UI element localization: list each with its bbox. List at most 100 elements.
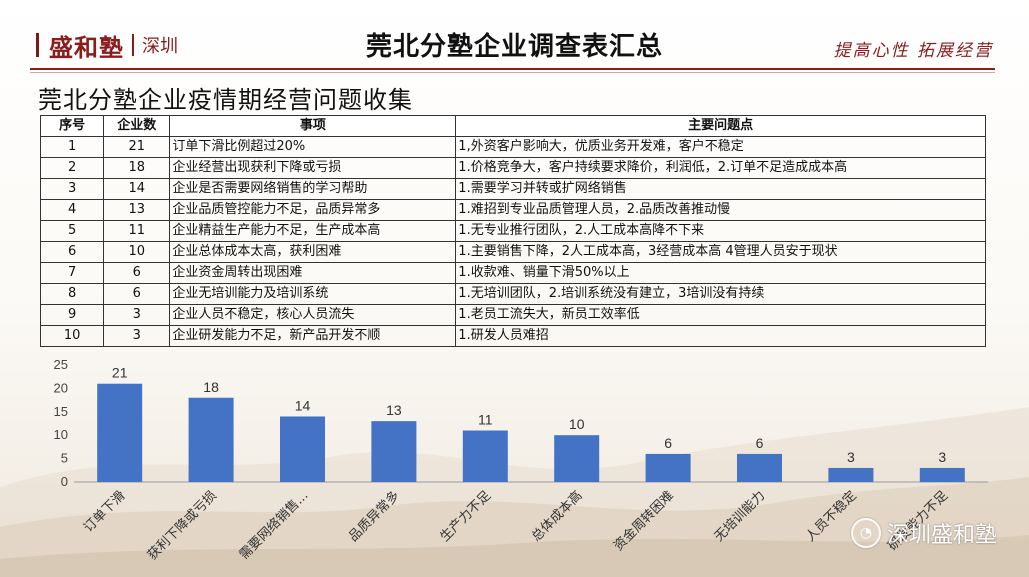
cell-item: 企业人员不稳定，核心人员流失 [169,304,457,326]
logo-city: 深圳 [142,36,178,57]
bar [554,435,600,482]
cell-issues: 1.收款难、销量下滑50%以上 [455,262,986,284]
table-row: 10 3 企业研发能力不足，新产品开发不顺 1.研发人员难招 [39,325,986,347]
table-row: 6 10 企业总体成本太高，获利困难 1.主要销售下降，2人工成本高，3经营成本高 4… [39,241,986,263]
wechat-icon: ◔ [850,518,881,548]
bar [280,416,325,482]
cell-index: 4 [39,199,105,221]
y-tick-label: 10 [54,427,68,442]
bar [371,421,417,482]
y-tick-label: 5 [61,451,68,466]
header-count: 企业数 [103,115,171,137]
y-tick-label: 15 [54,404,68,419]
slogan: 提高心性 拓展经营 [833,41,993,61]
cell-count: 21 [103,136,171,158]
y-tick-label: 0 [61,474,68,489]
cell-index: 1 [39,136,105,158]
table-row: 1 21 订单下滑比例超过20% 1,外资客户影响大，优质业务开发难，客户不稳定 [39,136,986,158]
bar [188,397,234,482]
bar [919,467,965,482]
bar [645,453,691,482]
header-index: 序号 [39,115,105,137]
table-row: 5 11 企业精益生产能力不足，生产成本高 1.无专业推行团队，2.人工成本高降不下来 [39,220,986,242]
category-label: 订单下滑 [81,488,128,535]
data-label: 21 [112,365,128,381]
table-row: 8 6 企业无培训能力及培训系统 1.无培训团队，2.培训系统没有建立，3培训没有持续 [39,283,986,305]
cell-count: 6 [103,283,171,305]
data-label: 3 [847,449,855,465]
cell-index: 5 [39,220,105,242]
cell-issues: 1.无专业推行团队，2.人工成本高降不下来 [455,220,986,242]
cell-item: 企业精益生产能力不足，生产成本高 [169,220,457,242]
table-row: 4 13 企业品质管控能力不足，品质异常多 1.难招到专业品质管理人员，2.品质改善推… [39,199,986,221]
data-label: 3 [938,449,946,465]
cell-count: 3 [103,304,171,326]
page-title: 莞北分塾企业调查表汇总 [365,32,663,62]
cell-issues: 1.价格竞争大，客户持续要求降价，利润低，2.订单不足造成成本高 [455,157,986,179]
data-label: 11 [478,412,493,428]
cell-item: 企业品质管控能力不足，品质异常多 [169,199,457,221]
y-tick-label: 20 [54,380,68,395]
bar [462,430,508,482]
cell-count: 6 [103,262,171,284]
cell-issues: 1.无培训团队，2.培训系统没有建立，3培训没有持续 [455,283,986,305]
table-header-row: 序号 企业数 事项 主要问题点 [39,115,986,137]
section-subtitle: 莞北分塾企业疫情期经营问题收集 [38,86,413,114]
cell-item: 企业是否需要网络销售的学习帮助 [169,178,457,200]
cell-item: 订单下滑比例超过20% [169,136,457,158]
header-issues: 主要问题点 [455,115,986,137]
cell-item: 企业研发能力不足，新产品开发不顺 [169,325,457,347]
data-label: 6 [756,435,764,451]
bar [97,383,143,482]
category-label: 获利下降或亏损 [145,488,220,563]
y-tick-label: 25 [54,357,68,372]
cell-index: 6 [39,241,105,263]
logo-bar [36,33,39,57]
data-label: 10 [569,416,585,432]
cell-issues: 1.难招到专业品质管理人员，2.品质改善推动慢 [455,199,986,221]
category-label: 总体成本高 [528,488,585,545]
cell-item: 企业无培训能力及培训系统 [169,283,457,305]
cell-item: 企业资金周转出现困难 [169,262,457,284]
cell-count: 11 [103,220,171,242]
watermark: ◔ 深圳盛和塾 [850,517,997,549]
cell-issues: 1,外资客户影响大，优质业务开发难，客户不稳定 [455,136,986,158]
category-label: 资金周转困难 [610,488,676,554]
header: 盛和塾 深圳 莞北分塾企业调查表汇总 提高心性 拓展经营 [0,0,1029,73]
bar [828,467,874,482]
category-label: 生产力不足 [438,488,495,545]
header-rule-thin [30,72,995,73]
cell-item: 企业经营出现获利下降或亏损 [169,157,457,179]
cell-count: 18 [103,157,171,179]
category-label: 无培训能力 [711,488,768,545]
header-rule [30,68,995,70]
data-label: 6 [664,435,672,451]
data-label: 13 [386,402,402,418]
table-row: 3 14 企业是否需要网络销售的学习帮助 1.需要学习并转或扩网络销售 [39,178,986,200]
bar-chart: 0 5 10 15 20 25 21 订单下滑 18 获利下降或亏损 14 需要网络销售... 13 品质… [54,357,988,563]
cell-index: 2 [39,157,105,179]
cell-index: 7 [39,262,105,284]
cell-count: 14 [103,178,171,200]
issues-table: 序号 企业数 事项 主要问题点 1 21 订单下滑比例超过20% 1,外资客户影响大，… [39,115,986,347]
logo-separator [132,34,134,56]
logo: 盛和塾 深圳 [36,30,178,62]
watermark-text: 深圳盛和塾 [886,523,997,548]
table-row: 2 18 企业经营出现获利下降或亏损 1.价格竞争大，客户持续要求降价，利润低，2.订… [39,157,986,179]
data-label: 18 [203,379,219,395]
category-label: 品质异常多 [345,488,402,545]
cell-item: 企业总体成本太高，获利困难 [169,241,457,263]
cell-index: 10 [39,325,105,347]
cell-count: 10 [103,241,171,263]
cell-count: 3 [103,325,171,347]
cell-issues: 1.老员工流失大，新员工效率低 [455,304,986,326]
cell-count: 13 [103,199,171,221]
cell-issues: 1.研发人员难招 [455,325,986,347]
category-label: 需要网络销售... [236,488,311,563]
cell-index: 9 [39,304,105,326]
logo-brand: 盛和塾 [49,32,124,62]
table-row: 9 3 企业人员不稳定，核心人员流失 1.老员工流失大，新员工效率低 [39,304,986,326]
cell-issues: 1.主要销售下降，2人工成本高，3经营成本高 4管理人员安于现状 [455,241,986,263]
cell-issues: 1.需要学习并转或扩网络销售 [455,178,986,200]
header-item: 事项 [169,115,457,137]
